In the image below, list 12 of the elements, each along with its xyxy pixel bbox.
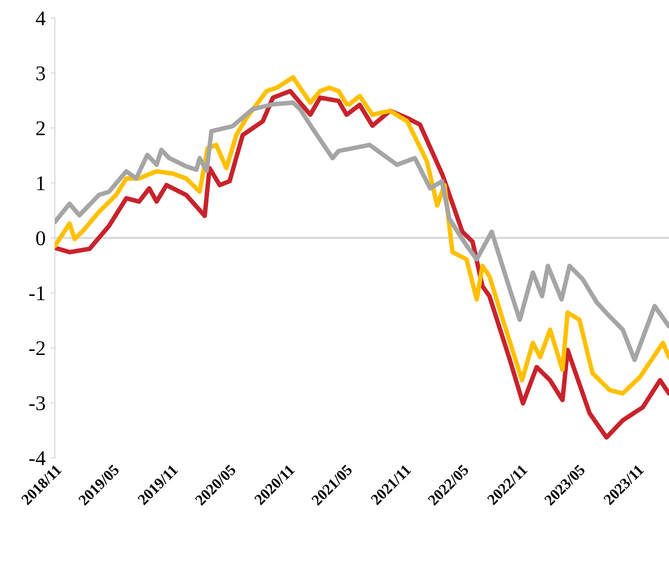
line-series <box>54 75 669 396</box>
y-tick-label: 1 <box>37 176 45 190</box>
y-tick-label: -4 <box>29 451 46 466</box>
y-tick-label: -3 <box>29 396 46 410</box>
line-series <box>54 88 669 440</box>
y-tick-label: 2 <box>36 121 45 136</box>
y-tick-label: -1 <box>29 286 45 300</box>
y-tick-label: 3 <box>36 66 46 80</box>
y-tick-label: 4 <box>36 11 46 26</box>
y-tick-label: -2 <box>29 341 45 356</box>
line-series <box>54 100 669 362</box>
y-tick-label: 0 <box>36 231 46 246</box>
